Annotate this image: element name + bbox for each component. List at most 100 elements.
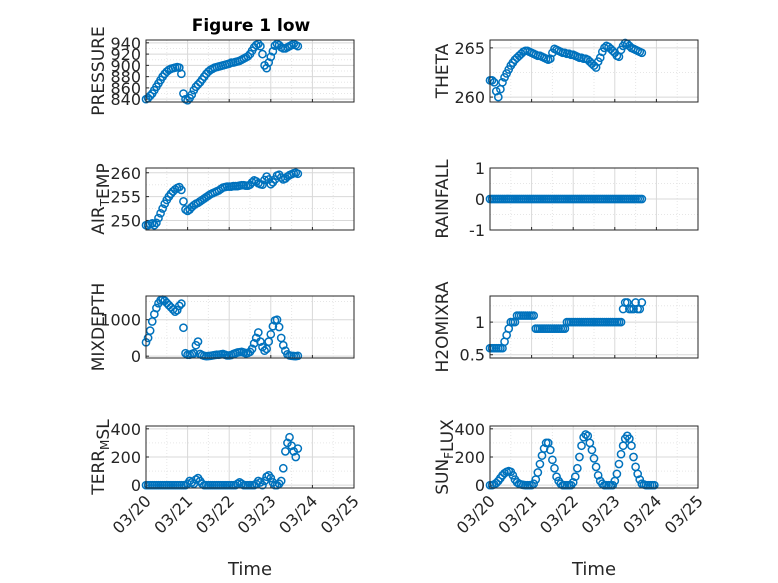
data-point bbox=[258, 180, 267, 190]
y-axis-label: RAINFALL bbox=[433, 159, 453, 239]
data-point bbox=[491, 478, 501, 488]
data-point bbox=[581, 430, 591, 439]
y-axis-label: THETA bbox=[433, 43, 453, 99]
data-point bbox=[593, 470, 603, 480]
y-axis-label: TERRMSL bbox=[89, 419, 114, 496]
panel-rainfall: -1 0 1 RAINFALL bbox=[433, 159, 699, 240]
x-axis-label: Time bbox=[571, 559, 616, 580]
data-point bbox=[189, 348, 199, 358]
data-point bbox=[145, 326, 155, 335]
y-tick-label: 880 bbox=[110, 68, 141, 87]
data-point bbox=[568, 478, 578, 487]
data-point bbox=[183, 95, 192, 105]
y-tick-label: 255 bbox=[110, 188, 141, 207]
y-tick-label: 0 bbox=[475, 476, 485, 495]
axes-box bbox=[489, 425, 699, 489]
data-point bbox=[533, 468, 543, 477]
data-point bbox=[179, 197, 188, 206]
data-point bbox=[548, 455, 557, 465]
data-point bbox=[170, 307, 180, 317]
data-point bbox=[608, 46, 618, 56]
data-point bbox=[285, 432, 294, 442]
data-point bbox=[187, 90, 197, 100]
data-point bbox=[174, 301, 184, 311]
data-point bbox=[633, 469, 643, 479]
data-point bbox=[637, 194, 647, 204]
x-tick-label: 03/24 bbox=[275, 491, 321, 537]
data-point bbox=[278, 463, 288, 473]
x-tick-label: 03/21 bbox=[494, 491, 540, 537]
data-point bbox=[629, 452, 638, 462]
data-point bbox=[587, 445, 597, 455]
y-tick-label: 1 bbox=[475, 313, 485, 332]
data-point bbox=[577, 441, 586, 451]
y-tick-label: 840 bbox=[110, 90, 141, 109]
data-point bbox=[258, 49, 267, 59]
data-point bbox=[266, 473, 276, 483]
x-tick-label: 03/21 bbox=[150, 491, 196, 537]
data-point bbox=[145, 91, 155, 101]
data-point bbox=[589, 454, 599, 463]
data-point bbox=[535, 459, 545, 469]
data-point bbox=[152, 303, 161, 313]
data-point bbox=[268, 46, 278, 56]
data-point bbox=[253, 328, 263, 337]
data-point bbox=[612, 469, 622, 479]
y-tick-label: 260 bbox=[454, 88, 485, 107]
y-tick-label: 400 bbox=[110, 420, 141, 439]
data-point bbox=[179, 89, 188, 98]
panel-h2omixra: 0.5 1 H2OMIXRA bbox=[433, 281, 699, 373]
data-point bbox=[573, 463, 582, 473]
data-point bbox=[256, 41, 265, 51]
y-tick-label: 1000 bbox=[100, 311, 141, 330]
grid bbox=[146, 426, 354, 488]
axes-box bbox=[489, 295, 699, 359]
data-point bbox=[570, 472, 580, 482]
data-point bbox=[529, 479, 539, 489]
y-tick-label: 400 bbox=[454, 420, 485, 439]
data-point bbox=[156, 208, 165, 218]
data-point bbox=[600, 43, 609, 53]
series-h2omixra bbox=[485, 298, 647, 353]
series-mixdepth bbox=[141, 295, 303, 361]
data-point bbox=[193, 80, 203, 89]
axes-box bbox=[145, 425, 355, 489]
data-point bbox=[177, 299, 186, 309]
data-point bbox=[172, 305, 182, 315]
data-point bbox=[177, 69, 186, 79]
panel-sun_flux: 0 200 400SUNFLUX03/2003/2103/2203/2303/240… bbox=[433, 419, 707, 580]
data-point bbox=[293, 169, 303, 179]
axes-box bbox=[145, 295, 355, 359]
x-tick-label: 03/23 bbox=[578, 491, 624, 537]
axes-box bbox=[145, 39, 355, 103]
data-point bbox=[158, 204, 167, 213]
y-tick-label: 860 bbox=[110, 79, 141, 98]
data-point bbox=[274, 322, 284, 332]
y-tick-label: 0 bbox=[131, 347, 141, 366]
data-point bbox=[529, 311, 539, 320]
data-point bbox=[614, 459, 624, 469]
data-point bbox=[264, 58, 274, 67]
y-tick-label: 920 bbox=[110, 45, 141, 64]
data-point bbox=[489, 77, 499, 87]
data-point bbox=[293, 41, 303, 51]
data-point bbox=[616, 317, 626, 327]
y-tick-label: 940 bbox=[110, 34, 141, 53]
data-point bbox=[258, 480, 267, 490]
data-point bbox=[266, 52, 276, 62]
x-tick-label: 03/22 bbox=[536, 491, 582, 537]
data-point bbox=[260, 346, 269, 356]
data-point bbox=[508, 470, 518, 480]
y-axis-label: AIRTEMP bbox=[89, 163, 114, 234]
data-point bbox=[262, 63, 271, 73]
y-tick-label: 0 bbox=[475, 190, 485, 209]
data-point bbox=[637, 48, 647, 58]
y-axis-label: PRESSURE bbox=[89, 26, 109, 115]
y-axis-label: MIXDEPTH bbox=[89, 283, 109, 372]
data-point bbox=[152, 218, 161, 228]
figure-title: Figure 1 low bbox=[192, 16, 311, 36]
data-point bbox=[278, 340, 288, 350]
y-tick-label: 250 bbox=[110, 211, 141, 230]
